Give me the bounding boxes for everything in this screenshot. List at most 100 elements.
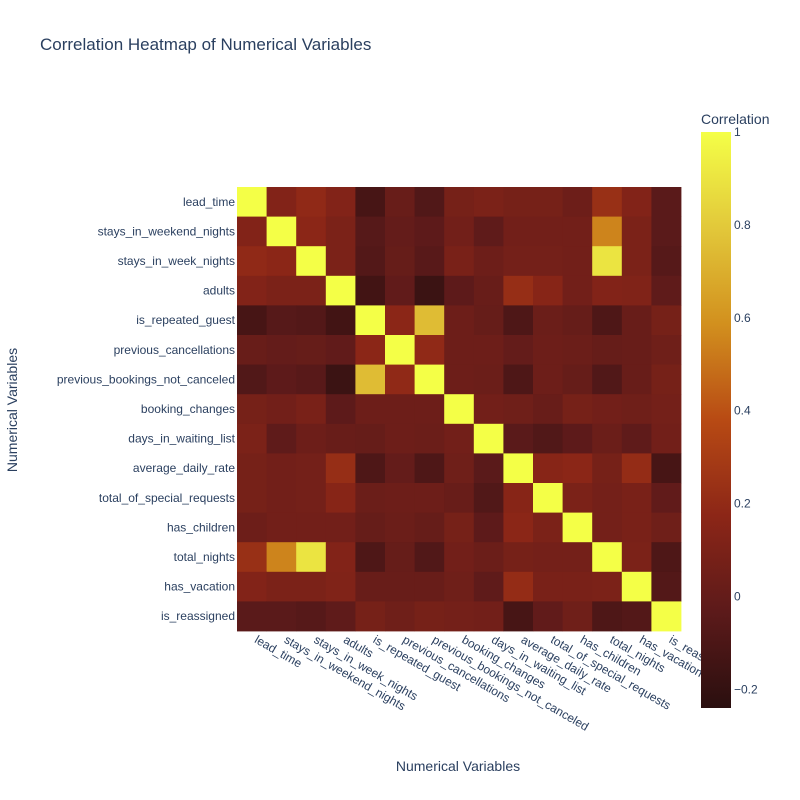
heatmap-cell — [621, 246, 652, 277]
heatmap-cell — [562, 335, 593, 365]
heatmap-cell — [355, 305, 386, 336]
heatmap-cell — [533, 305, 563, 336]
y-tick-label: days_in_waiting_list — [128, 432, 235, 446]
heatmap-cell — [621, 453, 652, 484]
heatmap-cell — [325, 601, 356, 632]
y-tick-label: stays_in_weekend_nights — [98, 224, 235, 238]
heatmap-cell — [237, 571, 267, 602]
heatmap-cell — [296, 364, 327, 395]
heatmap-cell — [385, 512, 415, 543]
heatmap-cell — [621, 364, 652, 395]
heatmap-cell — [355, 512, 386, 543]
heatmap-cell — [592, 601, 623, 632]
heatmap-cell — [562, 423, 593, 454]
heatmap-cell — [533, 275, 563, 306]
heatmap-cell — [237, 483, 267, 513]
heatmap-cell — [503, 512, 534, 543]
heatmap-cell — [533, 571, 563, 602]
heatmap-cell — [621, 423, 652, 454]
heatmap-cell — [651, 216, 682, 247]
heatmap-cell — [296, 394, 327, 425]
y-tick-label: has_vacation — [164, 580, 235, 594]
heatmap-cell — [414, 305, 445, 336]
heatmap-cell — [325, 394, 356, 425]
heatmap-cell — [592, 483, 623, 513]
heatmap-cell — [266, 542, 297, 573]
heatmap-cell — [296, 335, 327, 365]
heatmap-cell — [355, 542, 386, 573]
heatmap-cell — [533, 512, 563, 543]
y-tick-label: previous_bookings_not_canceled — [57, 372, 235, 386]
heatmap-cell — [444, 335, 475, 365]
heatmap-cell — [592, 246, 623, 277]
heatmap-cell — [621, 187, 652, 217]
heatmap-cell — [296, 187, 327, 217]
heatmap-cell — [592, 335, 623, 365]
heatmap-cell — [355, 246, 386, 277]
heatmap-cell — [296, 423, 327, 454]
heatmap-cell — [385, 601, 415, 632]
heatmap-cell — [385, 305, 415, 336]
heatmap-cell — [266, 216, 297, 247]
heatmap-cell — [444, 187, 475, 217]
heatmap-cell — [473, 542, 504, 573]
heatmap-cell — [444, 394, 475, 425]
heatmap-cell — [237, 453, 267, 484]
heatmap-cell — [444, 453, 475, 484]
heatmap-cell — [503, 187, 534, 217]
heatmap-cell — [473, 453, 504, 484]
heatmap-cell — [385, 453, 415, 484]
heatmap-cell — [355, 364, 386, 395]
heatmap-cell — [533, 423, 563, 454]
heatmap-cell — [503, 216, 534, 247]
colorbar-tick-label: 0 — [734, 590, 741, 604]
heatmap-cell — [325, 187, 356, 217]
heatmap-cell — [385, 216, 415, 247]
heatmap-cell — [325, 275, 356, 306]
heatmap-cell — [444, 305, 475, 336]
heatmap-cell — [533, 601, 563, 632]
heatmap-cell — [473, 571, 504, 602]
heatmap-cell — [266, 187, 297, 217]
heatmap-cell — [325, 246, 356, 277]
heatmap-cell — [355, 483, 386, 513]
heatmap-cell — [414, 216, 445, 247]
heatmap-cell — [562, 305, 593, 336]
heatmap-cell — [473, 483, 504, 513]
heatmap-cell — [266, 305, 297, 336]
heatmap-cell — [355, 275, 386, 306]
heatmap-cell — [473, 305, 504, 336]
heatmap-cell — [414, 364, 445, 395]
heatmap-cell — [651, 187, 682, 217]
heatmap-cell — [325, 453, 356, 484]
heatmap-cell — [651, 601, 682, 632]
heatmap-cell — [414, 483, 445, 513]
heatmap-cell — [503, 571, 534, 602]
y-tick-label: lead_time — [183, 195, 235, 209]
heatmap-cell — [414, 275, 445, 306]
heatmap-cell — [621, 394, 652, 425]
heatmap-cell — [592, 305, 623, 336]
heatmap-cell — [592, 275, 623, 306]
heatmap-cell — [385, 423, 415, 454]
heatmap-cell — [355, 423, 386, 454]
heatmap-cell — [325, 335, 356, 365]
colorbar-title: Correlation — [701, 111, 769, 127]
y-tick-label: average_daily_rate — [133, 461, 235, 475]
heatmap-cell — [296, 512, 327, 543]
y-tick-label: is_repeated_guest — [136, 313, 235, 327]
heatmap-cell — [444, 364, 475, 395]
heatmap-cell — [444, 216, 475, 247]
heatmap-cell — [621, 571, 652, 602]
y-tick-label: is_reassigned — [161, 609, 235, 623]
heatmap-cell — [237, 216, 267, 247]
heatmap-cells — [237, 187, 682, 632]
heatmap-cell — [444, 483, 475, 513]
heatmap-cell — [414, 542, 445, 573]
x-axis-title: Numerical Variables — [396, 758, 520, 774]
heatmap-cell — [296, 601, 327, 632]
heatmap-cell — [325, 542, 356, 573]
heatmap-cell — [385, 542, 415, 573]
heatmap-cell — [533, 335, 563, 365]
